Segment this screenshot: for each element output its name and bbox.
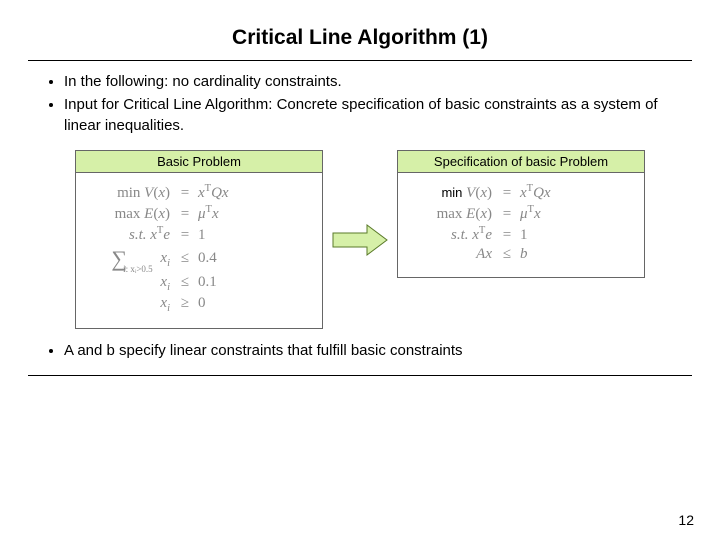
basic-problem-body: min V(x)=xTQx max E(x)=μTx s.t. xTe=1 ∑i… xyxy=(76,173,322,328)
eq-row: xi≥0 xyxy=(88,295,310,314)
eq-row: min V(x)=xTQx xyxy=(410,183,632,202)
eq-row: Ax≤b xyxy=(410,246,632,263)
arrow-icon xyxy=(331,222,389,258)
bullet-2: Input for Critical Line Algorithm: Concr… xyxy=(64,94,692,136)
eq-row-sum: ∑i: xᵢ>0.5 xi≤0.4 xyxy=(88,246,310,272)
top-bullets: In the following: no cardinality constra… xyxy=(28,71,692,136)
spec-problem-body: min V(x)=xTQx max E(x)=μTx s.t. xTe=1 Ax… xyxy=(398,173,644,277)
eq-row: max E(x)=μTx xyxy=(410,204,632,223)
bullet-1: In the following: no cardinality constra… xyxy=(64,71,692,92)
eq-row: s.t. xTe=1 xyxy=(88,225,310,244)
eq-row: s.t. xTe=1 xyxy=(410,225,632,244)
page-number: 12 xyxy=(678,512,694,528)
basic-problem-box: Basic Problem min V(x)=xTQx max E(x)=μTx… xyxy=(75,150,323,329)
bottom-rule xyxy=(28,375,692,376)
bottom-bullets: A and b specify linear constraints that … xyxy=(28,340,692,361)
arrow-container xyxy=(331,150,389,330)
slide-title: Critical Line Algorithm (1) xyxy=(28,26,692,50)
spec-problem-box: Specification of basic Problem min V(x)=… xyxy=(397,150,645,278)
eq-row: min V(x)=xTQx xyxy=(88,183,310,202)
formula-boxes-row: Basic Problem min V(x)=xTQx max E(x)=μTx… xyxy=(28,150,692,330)
top-rule xyxy=(28,60,692,61)
spec-problem-header: Specification of basic Problem xyxy=(398,151,644,173)
eq-row: max E(x)=μTx xyxy=(88,204,310,223)
bullet-bottom: A and b specify linear constraints that … xyxy=(64,340,692,361)
basic-problem-header: Basic Problem xyxy=(76,151,322,173)
eq-row: xi≤0.1 xyxy=(88,274,310,293)
